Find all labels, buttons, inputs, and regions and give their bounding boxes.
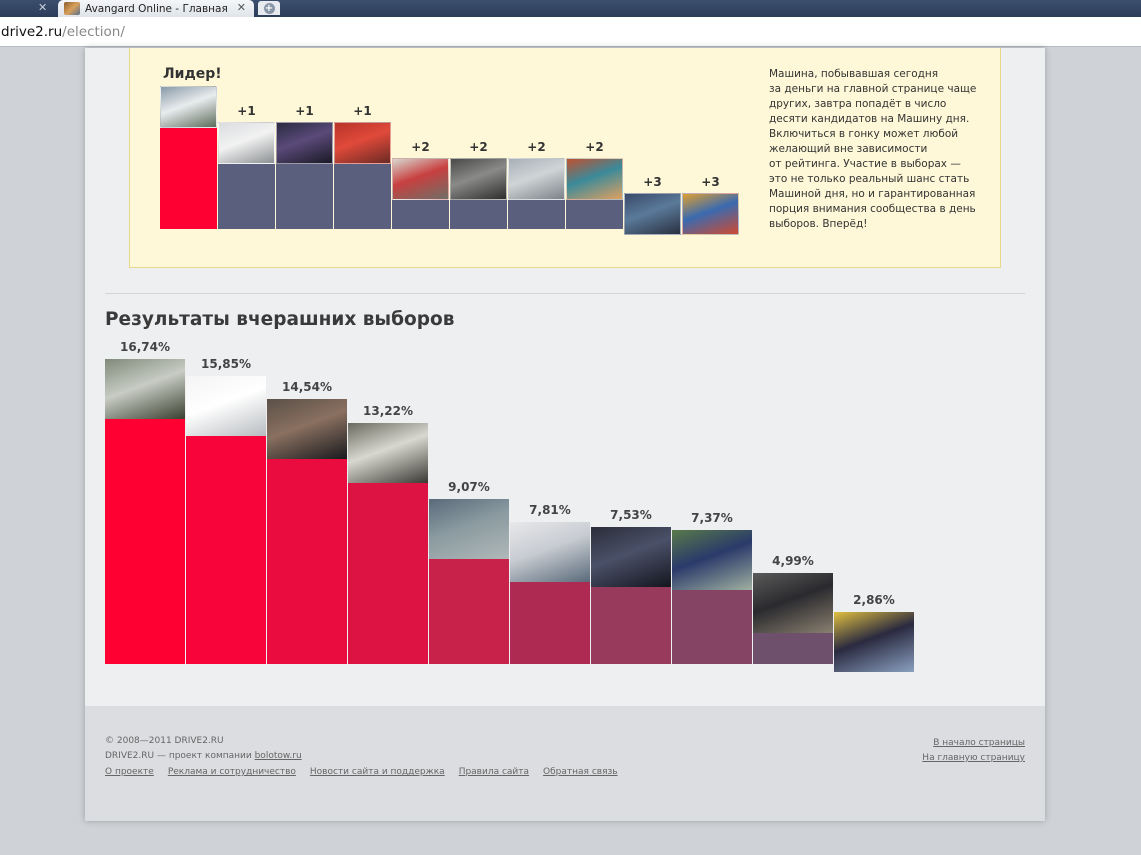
results-title: Результаты вчерашних выборов — [105, 309, 455, 330]
candidate-photo[interactable] — [566, 157, 623, 200]
candidate-photo[interactable] — [682, 193, 739, 236]
election-description: Машина, побывавшая сегодня за деньги на г… — [769, 67, 979, 232]
browser-tab-bar: ✕ Avangard Online - Главная ✕ + — [0, 0, 1141, 17]
result-bar — [267, 459, 347, 664]
plus-icon: + — [263, 2, 275, 14]
description-line: это не только реальный шанс стать — [769, 173, 970, 185]
project-link[interactable]: bolotow.ru — [254, 751, 302, 761]
result-car-photo[interactable] — [834, 611, 914, 672]
result-car-photo[interactable] — [267, 399, 347, 460]
candidate-bar — [334, 163, 391, 229]
result-bar — [105, 419, 185, 664]
footer-nav: О проекте Реклама и сотрудничество Новости… — [105, 767, 632, 777]
result-bar — [429, 558, 509, 664]
result-percent-label: 7,37% — [691, 510, 733, 525]
result-percent-label: 7,81% — [529, 502, 571, 517]
candidate-delta: +3 — [643, 175, 662, 190]
candidate-photo[interactable] — [624, 193, 681, 236]
candidate-photo[interactable] — [218, 121, 275, 164]
candidate-photo[interactable] — [392, 157, 449, 200]
new-tab-button[interactable]: + — [258, 1, 280, 15]
result-percent-label: 16,74% — [120, 340, 170, 355]
tab-close-icon[interactable]: ✕ — [236, 1, 246, 14]
result-percent-label: 14,54% — [282, 380, 332, 395]
footer-nav-link[interactable]: О проекте — [105, 767, 154, 777]
result-car-photo[interactable] — [186, 375, 266, 436]
divider — [105, 293, 1025, 294]
description-line: выборов. Вперёд! — [769, 218, 868, 230]
description-line: других, завтра попадёт в число — [769, 98, 947, 110]
url-path: /election/ — [62, 24, 125, 40]
address-bar[interactable]: drive2.ru/election/ — [0, 17, 1141, 47]
candidate-photo[interactable] — [276, 121, 333, 164]
project-prefix: DRIVE2.RU — проект компании — [105, 751, 255, 761]
description-line: от рейтинга. Участие в выборах — — [769, 158, 961, 170]
candidate-bar — [508, 199, 565, 229]
candidate-delta: +1 — [295, 103, 314, 118]
project-line: DRIVE2.RU — проект компании bolotow.ru — [105, 751, 302, 761]
candidate-photo[interactable] — [334, 121, 391, 164]
candidate-delta: +1 — [237, 103, 256, 118]
candidate-photo[interactable] — [160, 86, 217, 128]
result-bar — [348, 483, 428, 664]
candidate-bar — [450, 199, 507, 229]
copyright: © 2008—2011 DRIVE2.RU — [105, 736, 224, 746]
candidate-delta: +2 — [469, 139, 488, 154]
candidate-photo[interactable] — [508, 157, 565, 200]
result-bar — [186, 435, 266, 664]
result-percent-label: 9,07% — [448, 479, 490, 494]
footer-nav-link[interactable]: Реклама и сотрудничество — [167, 767, 296, 777]
candidate-bar — [218, 163, 275, 229]
result-car-photo[interactable] — [510, 521, 590, 582]
page: Лидер! +1 +1 +1 +2 +2 +2 +2 +3 +3 Машина, побыва… — [85, 48, 1045, 821]
footer-nav-link[interactable]: Новости сайта и поддержка — [309, 767, 445, 777]
result-car-photo[interactable] — [591, 526, 671, 587]
description-line: за деньги на главной странице чаще — [769, 83, 977, 95]
description-line: Включиться в гонку может любой — [769, 128, 959, 140]
candidate-delta: +1 — [353, 103, 372, 118]
today-election-panel: Лидер! +1 +1 +1 +2 +2 +2 +2 +3 +3 Машина, побыва… — [129, 48, 1001, 268]
leader-label: Лидер! — [163, 66, 222, 82]
footer: © 2008—2011 DRIVE2.RU DRIVE2.RU — проект… — [85, 706, 1045, 821]
result-percent-label: 13,22% — [363, 404, 413, 419]
candidate-photo[interactable] — [450, 157, 507, 200]
result-bar — [753, 633, 833, 664]
result-percent-label: 2,86% — [853, 592, 895, 607]
browser-tab[interactable]: Avangard Online - Главная ✕ — [58, 0, 254, 17]
description-line: Машина, побывавшая сегодня — [769, 68, 939, 80]
result-percent-label: 7,53% — [610, 507, 652, 522]
candidate-delta: +2 — [585, 139, 604, 154]
result-percent-label: 15,85% — [201, 356, 251, 371]
candidate-bar — [276, 163, 333, 229]
result-bar — [591, 586, 671, 664]
result-bar — [510, 581, 590, 664]
result-percent-label: 4,99% — [772, 554, 814, 569]
candidate-delta: +2 — [411, 139, 430, 154]
description-line: желающий вне зависимости — [769, 143, 928, 155]
url-host: drive2.ru — [1, 24, 63, 40]
description-line: десяти кандидатов на Машину дня. — [769, 113, 970, 125]
result-car-photo[interactable] — [753, 573, 833, 634]
result-car-photo[interactable] — [105, 359, 185, 420]
prev-tab-close-icon[interactable]: ✕ — [38, 1, 48, 14]
candidate-bar — [566, 199, 623, 229]
candidate-delta: +3 — [701, 175, 720, 190]
result-bar — [672, 589, 752, 664]
tab-title: Avangard Online - Главная — [85, 2, 228, 15]
description-line: порция внимания сообщества в день — [769, 203, 976, 215]
candidate-bar — [160, 128, 217, 229]
footer-nav-link[interactable]: Правила сайта — [458, 767, 530, 777]
description-line: Машиной дня, но и гарантированная — [769, 188, 976, 200]
result-car-photo[interactable] — [429, 498, 509, 559]
favicon-icon — [64, 2, 80, 15]
to-top-link[interactable]: В начало страницы — [933, 738, 1025, 748]
candidate-delta: +2 — [527, 139, 546, 154]
candidate-bar — [392, 199, 449, 229]
footer-nav-link[interactable]: Обратная связь — [543, 767, 618, 777]
to-home-link[interactable]: На главную страницу — [922, 753, 1025, 763]
result-car-photo[interactable] — [348, 423, 428, 484]
result-car-photo[interactable] — [672, 529, 752, 590]
